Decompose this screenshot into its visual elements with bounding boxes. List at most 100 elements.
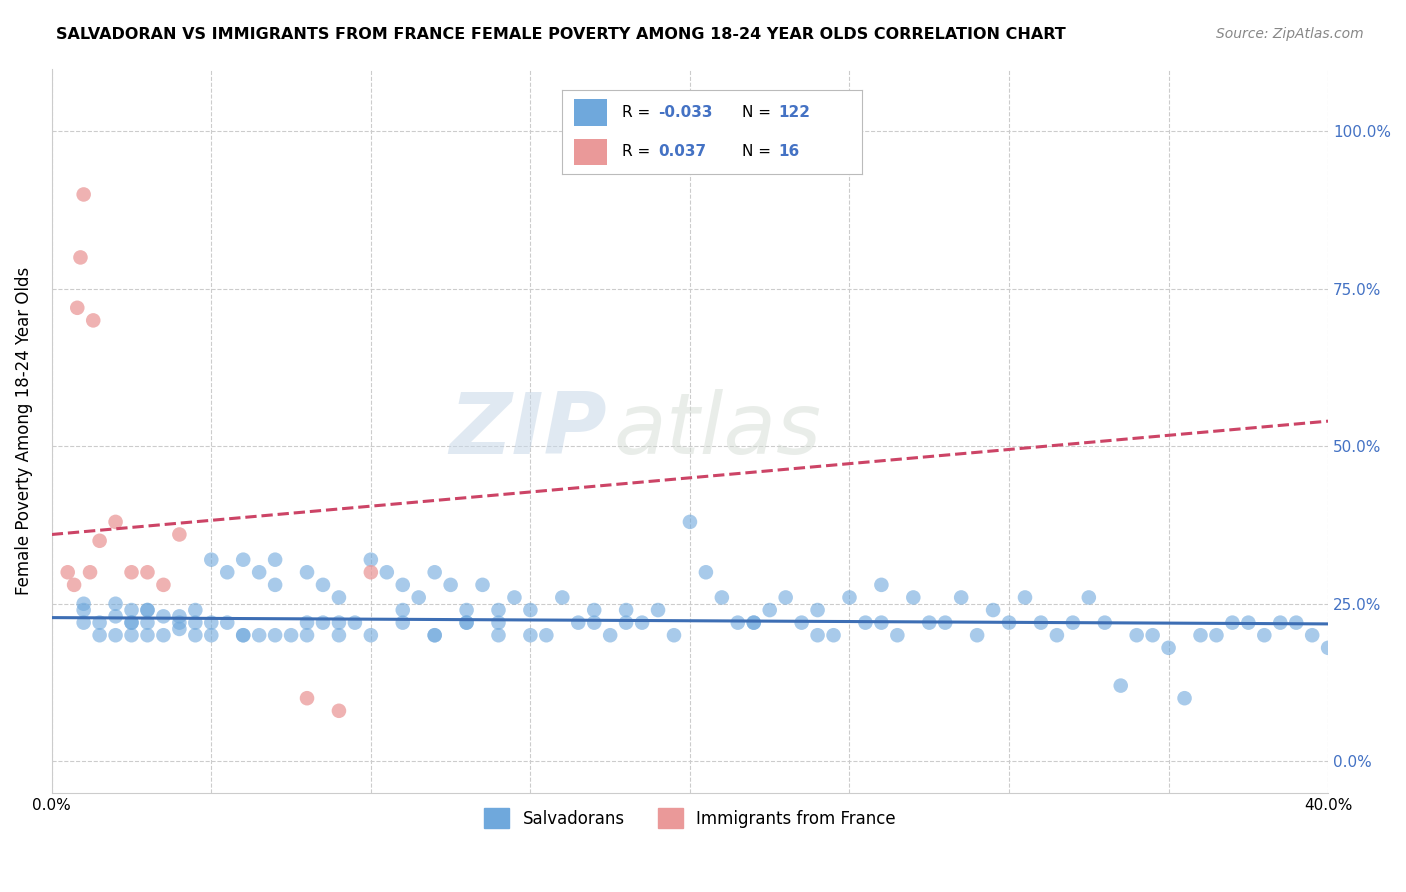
Y-axis label: Female Poverty Among 18-24 Year Olds: Female Poverty Among 18-24 Year Olds [15,267,32,595]
Point [950,591,973,605]
Point [1205,628,1227,642]
Point [391,615,413,630]
Point [169,527,191,541]
Point [1222,615,1244,630]
Point [280,628,302,642]
Point [679,515,702,529]
Point [838,591,860,605]
Point [886,628,908,642]
Point [870,578,893,592]
Point [488,615,510,630]
Point [614,603,637,617]
Point [583,603,606,617]
Point [360,566,382,580]
Point [408,591,430,605]
Point [79,566,101,580]
Point [232,552,254,566]
Point [1142,628,1164,642]
Point [104,609,127,624]
Point [710,591,733,605]
Point [73,603,96,617]
Point [519,628,541,642]
Point [599,628,621,642]
Point [89,533,111,548]
Point [136,603,159,617]
Text: SALVADORAN VS IMMIGRANTS FROM FRANCE FEMALE POVERTY AMONG 18-24 YEAR OLDS CORREL: SALVADORAN VS IMMIGRANTS FROM FRANCE FEM… [56,27,1066,42]
Point [536,628,558,642]
Point [1237,615,1260,630]
Point [1062,615,1084,630]
Point [247,566,270,580]
Point [73,597,96,611]
Point [82,313,104,327]
Point [775,591,797,605]
Point [152,609,174,624]
Point [583,615,606,630]
Point [1014,591,1036,605]
Point [727,615,749,630]
Point [121,628,143,642]
Point [998,615,1021,630]
Point [1046,628,1069,642]
Point [1301,628,1323,642]
Point [439,578,461,592]
Point [121,615,143,630]
Point [870,615,893,630]
Point [247,628,270,642]
Point [423,628,446,642]
Point [104,628,127,642]
Point [328,704,350,718]
Point [456,615,478,630]
Point [1173,691,1195,706]
Point [104,597,127,611]
Point [903,591,925,605]
Point [232,628,254,642]
Point [169,615,191,630]
Point [695,566,717,580]
Point [981,603,1004,617]
Point [136,603,159,617]
Point [136,615,159,630]
Point [519,603,541,617]
Point [391,603,413,617]
Point [662,628,685,642]
Point [742,615,765,630]
Point [1270,615,1292,630]
Point [614,615,637,630]
Point [391,578,413,592]
Point [1109,679,1132,693]
Point [73,187,96,202]
Point [264,552,287,566]
Point [328,628,350,642]
Point [264,628,287,642]
Point [456,615,478,630]
Text: Source: ZipAtlas.com: Source: ZipAtlas.com [1216,27,1364,41]
Point [66,301,89,315]
Point [343,615,366,630]
Point [360,628,382,642]
Point [136,566,159,580]
Point [790,615,813,630]
Text: atlas: atlas [613,389,821,472]
Point [1125,628,1147,642]
Point [1094,615,1116,630]
Point [918,615,941,630]
Point [631,615,654,630]
Point [1029,615,1052,630]
Point [152,628,174,642]
Point [503,591,526,605]
Point [89,615,111,630]
Point [1317,640,1340,655]
Point [806,603,828,617]
Point [934,615,956,630]
Point [312,578,335,592]
Point [63,578,86,592]
Point [184,615,207,630]
Point [1253,628,1275,642]
Point [823,628,845,642]
Point [121,566,143,580]
Point [456,603,478,617]
Point [184,603,207,617]
Point [73,615,96,630]
Point [200,615,222,630]
